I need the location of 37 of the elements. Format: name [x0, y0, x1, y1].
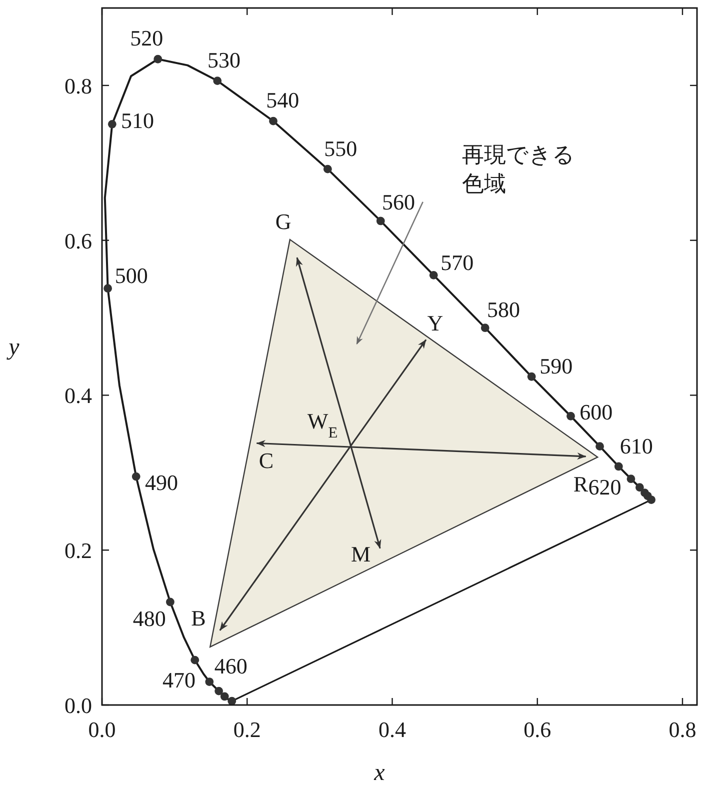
- annotation: 580: [486, 296, 520, 322]
- annotation: 600: [580, 400, 613, 425]
- annotation: 520: [130, 26, 164, 51]
- annotation: M: [351, 541, 371, 566]
- y-tick-label: 0.4: [64, 383, 92, 408]
- y-tick-label: 0.2: [64, 538, 92, 564]
- annotation: 490: [145, 470, 178, 495]
- annotation: G: [275, 209, 292, 234]
- x-tick-label: 0.8: [668, 717, 696, 742]
- x-tick-label: 0.4: [378, 717, 406, 742]
- annotation: Y: [427, 310, 444, 336]
- annotation: 460: [214, 654, 248, 679]
- x-tick-label: 0.6: [524, 717, 552, 742]
- x-tick-label: 0.2: [233, 717, 261, 742]
- annotation: 再現できる色域: [462, 142, 575, 196]
- y-tick-label: 0.0: [64, 693, 92, 718]
- y-axis-title: y: [6, 334, 20, 360]
- annotation: 500: [114, 263, 148, 288]
- annotation: 480: [132, 606, 166, 631]
- annotation: R: [573, 471, 588, 496]
- annotation: 620: [588, 474, 622, 500]
- annotation: 550: [324, 136, 358, 161]
- x-axis-title: x: [373, 760, 386, 786]
- annotation: 590: [540, 354, 573, 379]
- annotation: 530: [208, 48, 241, 73]
- annotation: 470: [162, 667, 196, 692]
- annotation: 560: [382, 190, 416, 215]
- x-tick-label: 0.0: [88, 717, 116, 742]
- annotation: C: [258, 448, 274, 473]
- annotation: 510: [121, 108, 154, 134]
- annotation: W$_{E}$: [307, 408, 338, 441]
- y-tick-label: 0.8: [64, 73, 92, 98]
- annotation: B: [191, 606, 206, 631]
- annotation: 570: [440, 250, 474, 275]
- y-tick-label: 0.6: [64, 228, 92, 254]
- annotation: 540: [266, 88, 300, 113]
- annotation: 610: [620, 434, 653, 459]
